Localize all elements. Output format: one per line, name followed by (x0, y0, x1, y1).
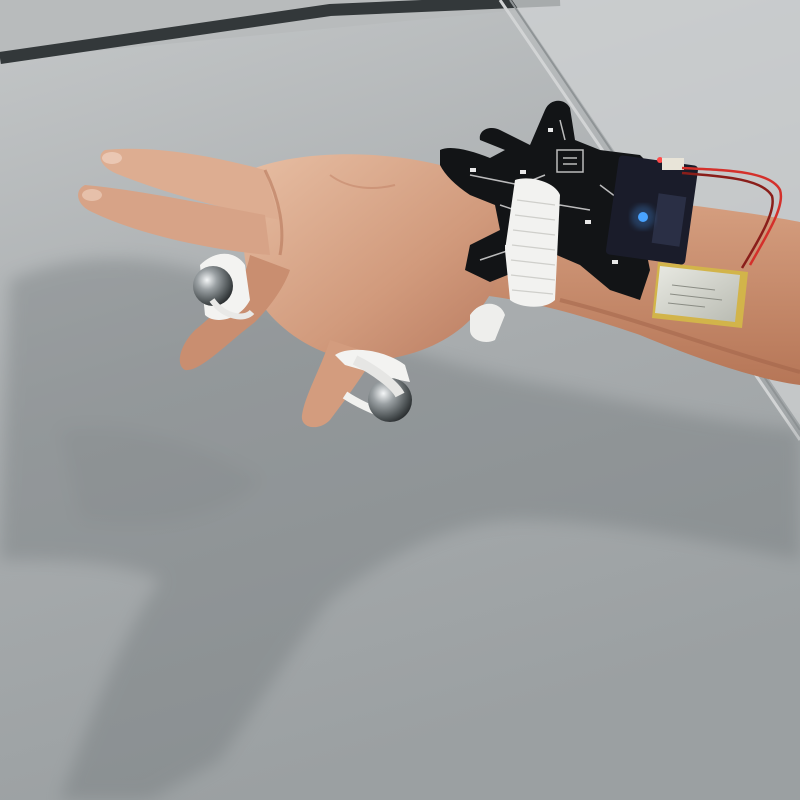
finger-ring-ball-index (193, 253, 255, 320)
finger-ring-ball-thumb (335, 349, 412, 422)
battery-wires (681, 166, 783, 269)
microcontroller-board (605, 155, 699, 265)
velcro-strap (470, 178, 560, 342)
lipo-battery (652, 262, 748, 328)
hand-shadow (0, 258, 800, 800)
